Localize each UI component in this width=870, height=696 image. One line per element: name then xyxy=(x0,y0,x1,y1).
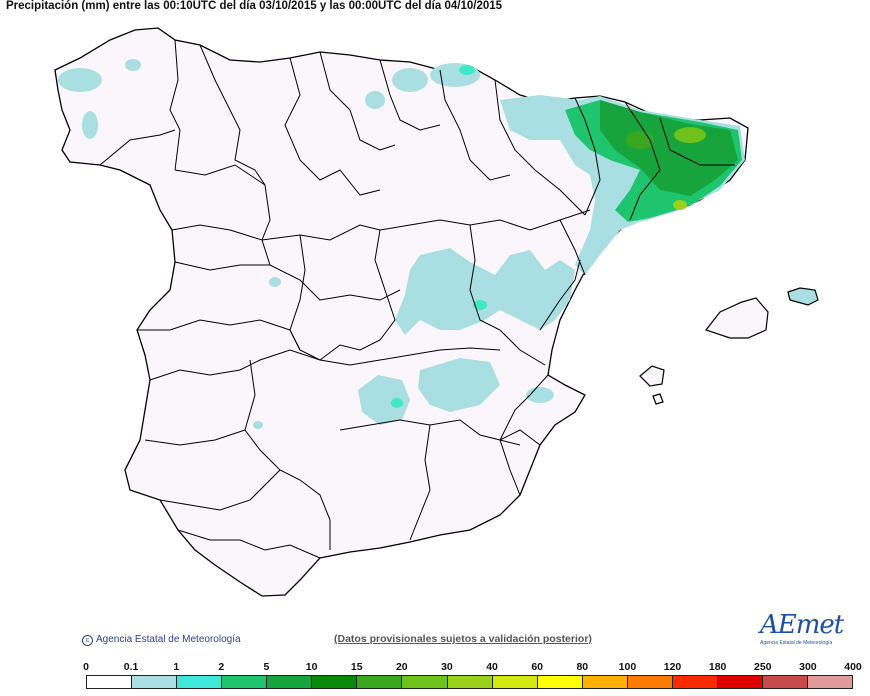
balearic-islands xyxy=(639,287,819,405)
legend-swatch xyxy=(627,676,673,688)
copyright-text: Agencia Estatal de Meteorología xyxy=(96,634,241,645)
legend-swatch xyxy=(357,676,403,688)
legend-color-bar xyxy=(86,675,853,689)
legend-label: 180 xyxy=(708,661,727,673)
legend-swatch xyxy=(582,676,628,688)
legend-swatch xyxy=(808,676,853,688)
legend-label: 15 xyxy=(350,661,363,673)
legend-swatch xyxy=(672,676,718,688)
legend-swatch xyxy=(762,676,808,688)
logo-text: AEmet xyxy=(760,610,844,640)
logo-subtitle: Agencia Estatal de Meteorología xyxy=(760,640,833,646)
province-borders xyxy=(99,39,735,559)
legend-label: 20 xyxy=(395,661,408,673)
legend-swatch xyxy=(132,676,178,688)
legend-label: 400 xyxy=(844,661,862,673)
legend-swatch xyxy=(717,676,763,688)
copyright-notice: c Agencia Estatal de Meteorología xyxy=(82,634,241,646)
legend-swatch xyxy=(177,676,223,688)
legend-label: 300 xyxy=(799,661,817,673)
legend-swatch xyxy=(402,676,448,688)
precipitation-areas xyxy=(58,59,745,429)
legend-label: 80 xyxy=(576,661,589,673)
legend-swatch xyxy=(267,676,313,688)
legend-swatch xyxy=(492,676,538,688)
copyright-icon: c xyxy=(82,635,93,646)
legend-label: 0.1 xyxy=(123,661,139,673)
legend-label: 2 xyxy=(218,661,225,673)
legend-label: 60 xyxy=(531,661,544,673)
legend-labels: 0 0.1 1 2 5 10 15 20 30 40 60 80 100 120 180 250 300 400 xyxy=(0,661,870,675)
legend-label: 0 xyxy=(83,661,89,673)
map-title: Precipitación (mm) entre las 00:10UTC de… xyxy=(6,0,503,12)
legend-label: 30 xyxy=(441,661,453,673)
legend-swatch xyxy=(447,676,493,688)
legend-label: 1 xyxy=(173,661,180,673)
legend-swatch xyxy=(222,676,268,688)
legend-swatch xyxy=(537,676,583,688)
legend-swatch xyxy=(87,676,133,688)
legend-label: 10 xyxy=(305,661,318,673)
provisional-data-note: (Datos provisionales sujetos a validació… xyxy=(334,633,592,645)
aemet-logo: AEmet Agencia Estatal de Meteorología xyxy=(760,610,850,650)
legend-label: 120 xyxy=(663,661,682,673)
legend-label: 250 xyxy=(753,661,772,673)
legend-swatch xyxy=(312,676,358,688)
legend-label: 100 xyxy=(618,661,637,673)
legend-label: 40 xyxy=(486,661,498,673)
legend-label: 5 xyxy=(263,661,270,673)
